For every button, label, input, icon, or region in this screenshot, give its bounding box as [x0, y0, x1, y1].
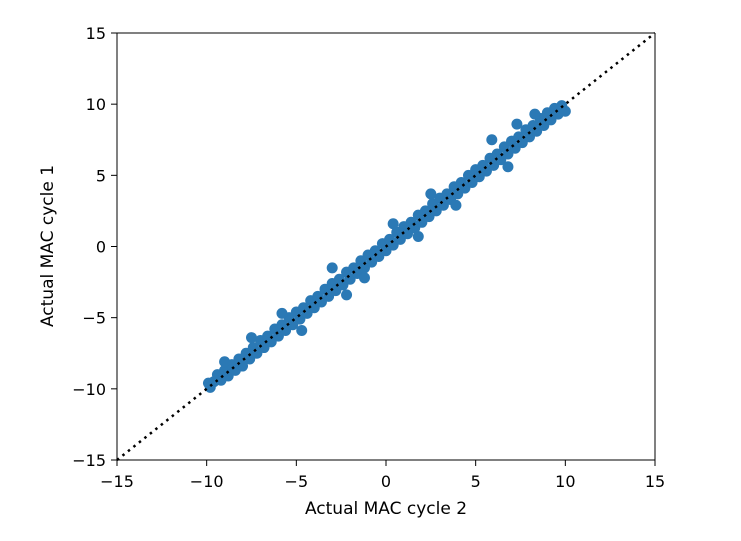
scatter-point [486, 134, 498, 146]
x-tick-label: 10 [555, 472, 575, 491]
y-tick-label: 10 [86, 95, 106, 114]
y-tick-label: 5 [96, 166, 106, 185]
scatter-point [559, 105, 571, 117]
scatter-point [276, 307, 288, 319]
scatter-point [502, 161, 514, 173]
y-tick-label: −15 [72, 451, 106, 470]
scatter-point [341, 289, 353, 301]
x-axis-label: Actual MAC cycle 2 [305, 499, 467, 519]
ticks: −15 −10 −5 0 5 10 15 −15 −10 −5 0 5 10 15 [72, 24, 665, 491]
y-tick-label: 0 [96, 238, 106, 257]
reference-line-group [116, 32, 656, 461]
y-tick-label: −10 [72, 380, 106, 399]
x-tick-label: −15 [100, 472, 134, 491]
x-tick-label: −10 [190, 472, 224, 491]
x-tick-label: −5 [285, 472, 309, 491]
scatter-point [412, 231, 424, 243]
scatter-point [219, 356, 231, 368]
scatter-point [511, 118, 523, 130]
scatter-point [326, 262, 338, 274]
scatter-point [425, 188, 437, 200]
scatter-point [358, 272, 370, 284]
scatter-point [387, 218, 399, 230]
x-tick-label: 5 [471, 472, 481, 491]
y-tick-label: −5 [82, 309, 106, 328]
x-tick-label: 15 [645, 472, 665, 491]
y-tick-label: 15 [86, 24, 106, 43]
scatter-point [529, 108, 541, 120]
identity-reference-line [116, 32, 656, 461]
scatter-point [246, 332, 257, 344]
scatter-point [450, 199, 462, 211]
x-tick-label: 0 [381, 472, 391, 491]
scatter-points [202, 100, 571, 393]
scatter-point [296, 324, 308, 336]
y-axis-label: Actual MAC cycle 1 [38, 165, 58, 327]
